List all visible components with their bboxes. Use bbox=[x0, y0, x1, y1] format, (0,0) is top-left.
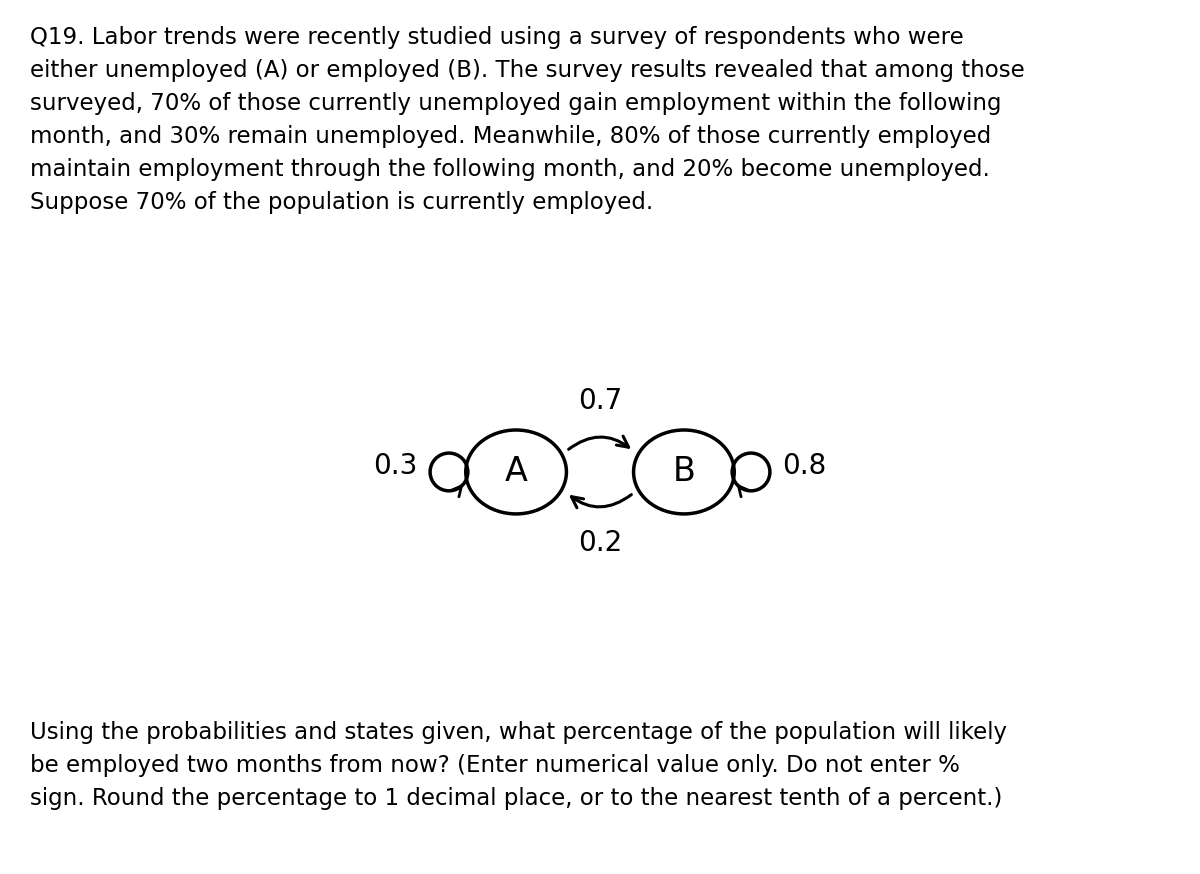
Text: 0.3: 0.3 bbox=[373, 452, 418, 480]
Text: Using the probabilities and states given, what percentage of the population will: Using the probabilities and states given… bbox=[30, 721, 1007, 810]
Text: 0.2: 0.2 bbox=[578, 529, 622, 557]
FancyArrowPatch shape bbox=[571, 495, 631, 508]
Text: Q19. Labor trends were recently studied using a survey of respondents who were
e: Q19. Labor trends were recently studied … bbox=[30, 26, 1025, 214]
Text: B: B bbox=[672, 455, 695, 489]
FancyArrowPatch shape bbox=[569, 436, 629, 449]
Text: 0.8: 0.8 bbox=[782, 452, 827, 480]
Text: A: A bbox=[505, 455, 528, 489]
Text: 0.7: 0.7 bbox=[578, 387, 622, 415]
